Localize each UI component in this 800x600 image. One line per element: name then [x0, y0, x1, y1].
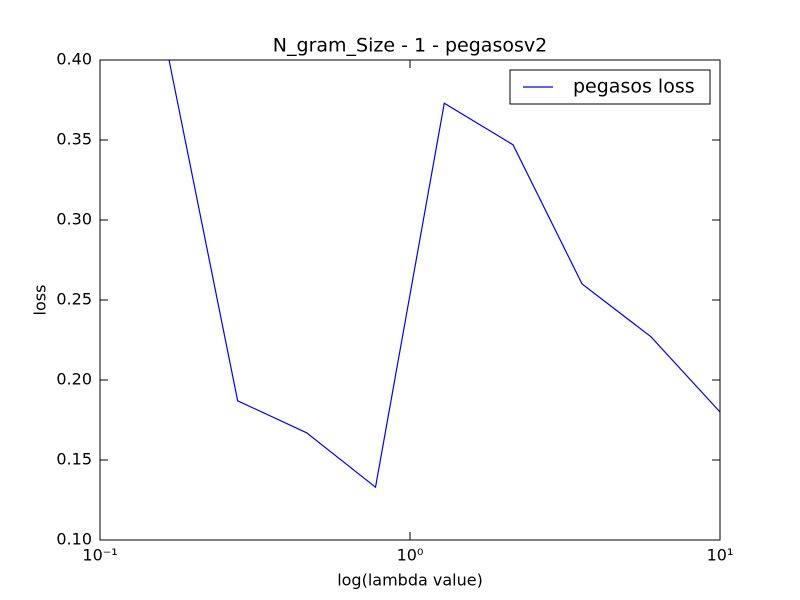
legend-label: pegasos loss	[573, 76, 695, 98]
y-tick-label: 0.40	[56, 50, 92, 69]
y-tick-label: 0.35	[56, 130, 92, 149]
x-tick-label: 10¹	[707, 546, 734, 565]
y-tick-label: 0.30	[56, 210, 92, 229]
y-axis-label: loss	[31, 285, 50, 316]
x-tick-label: 10⁰	[397, 546, 424, 565]
x-axis-label: log(lambda value)	[337, 571, 483, 590]
data-line	[168, 60, 720, 489]
x-tick-label: 10⁻¹	[82, 546, 117, 565]
y-tick-label: 0.25	[56, 290, 92, 309]
plot-frame	[99, 59, 721, 541]
y-tick-label: 0.20	[56, 370, 92, 389]
y-tick-label: 0.15	[56, 450, 92, 469]
chart-title: N_gram_Size - 1 - pegasosv2	[273, 35, 547, 57]
y-tick-label: 0.10	[56, 530, 92, 549]
